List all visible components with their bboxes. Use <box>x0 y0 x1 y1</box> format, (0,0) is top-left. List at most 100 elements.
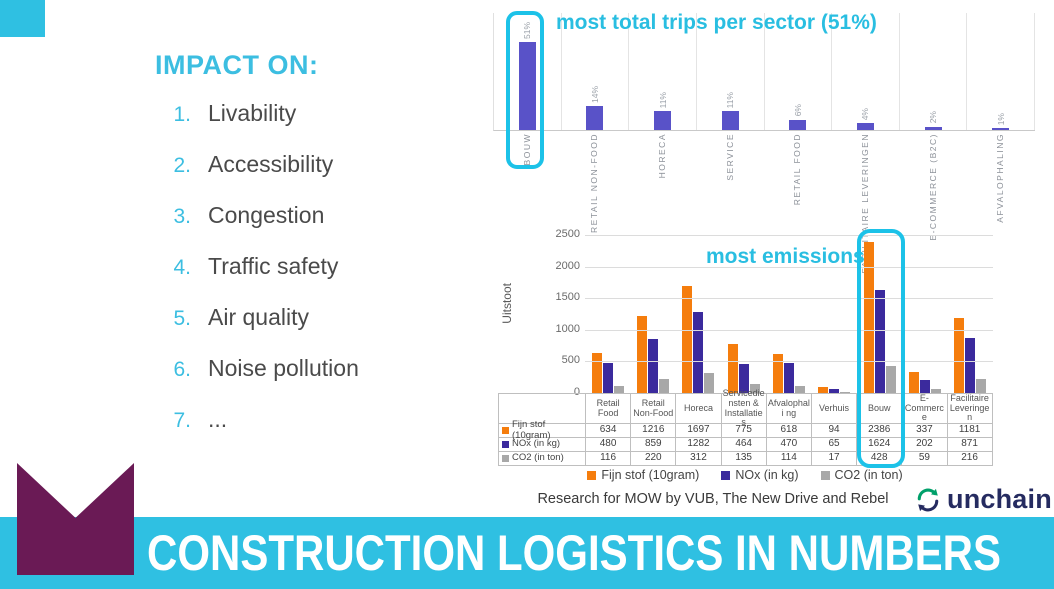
trips-value-label: 6% <box>792 104 803 117</box>
impact-item-label: ... <box>208 406 228 432</box>
bouw-highlight-box <box>506 11 544 169</box>
table-header-cell: Facilitaire Leveringen <box>947 393 993 424</box>
trips-bar <box>992 128 1010 130</box>
table-value-cell: 464 <box>721 438 767 452</box>
emissions-bar-group <box>585 235 630 393</box>
emissions-bar <box>704 373 715 393</box>
impact-list: 1. Livability 2. Accessibility 3. Congestion 4… <box>163 100 359 457</box>
table-header-cell: Afvalophali ng <box>766 394 812 424</box>
table-row-header: CO2 (in ton) <box>499 452 586 466</box>
impact-list-item: 7.... <box>163 406 359 457</box>
purple-flag-shape <box>17 463 134 575</box>
emissions-bar <box>772 353 783 393</box>
emissions-bar <box>840 391 851 393</box>
table-value-cell: 17 <box>811 452 858 466</box>
emissions-bar <box>829 388 840 393</box>
trips-value-label: 11% <box>657 91 668 109</box>
trips-category-label: SERVICE <box>724 133 735 181</box>
impact-item-number: 5. <box>173 307 191 330</box>
emissions-bar <box>602 362 613 393</box>
table-value-cell: 59 <box>902 452 948 466</box>
emissions-y-tick-label: 1500 <box>555 291 580 304</box>
impact-list-item: 2. Accessibility <box>163 151 359 202</box>
emissions-y-tick-label: 0 <box>573 386 580 398</box>
emissions-y-tick-label: 2000 <box>555 259 580 272</box>
table-value-cell: 1216 <box>631 424 677 438</box>
table-value-cell: 871 <box>947 438 993 452</box>
legend-swatch <box>502 427 509 434</box>
research-caption: Research for MOW by VUB, The New Drive a… <box>537 491 889 507</box>
impact-item-label: Noise pollution <box>208 355 359 381</box>
trips-bar-column: 6% <box>765 13 833 130</box>
emissions-data-table: Retail Food Retail Non-Food Horeca Serviced… <box>498 388 993 466</box>
impact-list-item: 4. Traffic safety <box>163 253 359 304</box>
trips-bar <box>518 42 536 130</box>
trips-value-label: 4% <box>860 107 871 121</box>
emissions-bar-group <box>721 235 766 393</box>
table-value-cell: 470 <box>766 438 812 452</box>
table-value-cell: 1181 <box>947 424 993 438</box>
legend-label: Fijn stof (10gram) <box>601 468 700 482</box>
table-value-cell: 114 <box>766 452 812 466</box>
emissions-bar <box>613 385 624 393</box>
table-value-cell: 202 <box>902 438 948 452</box>
table-value-cell: 859 <box>631 438 677 452</box>
table-header-cell: E- Commerce <box>902 393 948 424</box>
emissions-bar <box>976 379 987 393</box>
table-value-cell: 312 <box>676 452 722 466</box>
impact-item-number: 7. <box>173 409 191 432</box>
emissions-bar-group <box>857 235 902 393</box>
table-row-header: Fijn stof (10gram) <box>499 420 586 440</box>
slide-title: CONSTRUCTION LOGISTICS IN NUMBERS <box>147 525 1002 581</box>
trips-bar <box>856 123 874 130</box>
emissions-bar <box>863 242 874 393</box>
emissions-bar <box>636 316 647 393</box>
emissions-bar <box>749 384 760 393</box>
table-header-cell: Horeca <box>676 394 722 424</box>
table-value-cell: 220 <box>631 452 677 466</box>
legend-item: CO2 (in ton) <box>820 468 903 482</box>
emissions-gridline <box>585 235 993 236</box>
table-corner-cell <box>499 394 586 424</box>
table-header-cell: Retail Non-Food <box>631 394 677 424</box>
trips-bar-column: 11% <box>697 13 765 130</box>
emissions-bar <box>919 380 930 393</box>
emissions-gridline <box>585 329 993 331</box>
table-value-cell: 116 <box>586 452 632 466</box>
legend-swatch <box>587 470 597 480</box>
trips-bar <box>654 111 672 130</box>
emissions-bar <box>908 371 919 393</box>
trips-bar-column: 51% <box>494 13 562 130</box>
corner-accent-square <box>0 0 45 37</box>
trips-bar-column: 14% <box>562 13 630 130</box>
table-value-cell: 1697 <box>676 424 722 438</box>
legend-swatch <box>502 455 509 462</box>
table-value-cell: 94 <box>811 424 858 438</box>
legend-swatch <box>820 470 830 480</box>
impact-list-item: 5. Air quality <box>163 304 359 355</box>
emissions-bar <box>874 290 885 393</box>
circular-arrows-icon <box>917 488 939 511</box>
table-header-cell: Verhuis <box>811 394 858 424</box>
trips-category-label: AFVALOPHALING <box>995 133 1006 223</box>
emissions-bar-groups <box>585 235 993 393</box>
legend-item: NOx (in kg) <box>721 468 799 482</box>
emissions-chart-annotation: most emissions <box>706 245 865 268</box>
impact-item-number: 6. <box>173 358 191 381</box>
table-value-cell: 135 <box>721 452 767 466</box>
trips-value-label: 14% <box>589 85 600 103</box>
table-value-cell: 337 <box>902 424 948 438</box>
emissions-bar-group <box>676 235 721 393</box>
trips-bar <box>789 119 807 130</box>
impact-item-number: 3. <box>173 205 191 228</box>
emissions-bar-group <box>902 235 947 393</box>
emissions-y-axis-label: Uitstoot <box>500 283 514 324</box>
emissions-bar <box>658 379 669 393</box>
emissions-bar-group <box>812 235 857 393</box>
emissions-bar <box>738 363 749 393</box>
impact-item-number: 4. <box>173 256 191 279</box>
emissions-bar <box>818 387 829 393</box>
legend-label: CO2 (in ton) <box>834 468 903 482</box>
emissions-bar <box>727 344 738 393</box>
trips-value-label: 11% <box>725 91 736 109</box>
